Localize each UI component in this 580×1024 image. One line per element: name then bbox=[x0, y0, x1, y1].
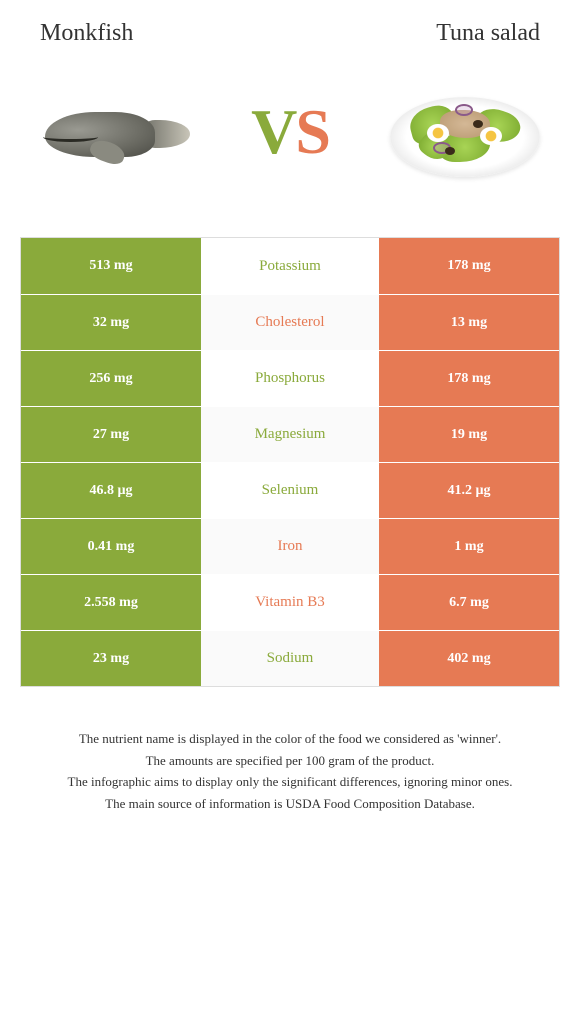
nutrient-name: Phosphorus bbox=[201, 351, 379, 406]
left-value: 513 mg bbox=[21, 238, 201, 294]
footer-line-1: The nutrient name is displayed in the co… bbox=[20, 729, 560, 749]
left-value: 32 mg bbox=[21, 295, 201, 350]
footer-line-2: The amounts are specified per 100 gram o… bbox=[20, 751, 560, 771]
left-value: 27 mg bbox=[21, 407, 201, 462]
nutrient-name: Iron bbox=[201, 519, 379, 574]
left-value: 2.558 mg bbox=[21, 575, 201, 630]
nutrient-row: 256 mgPhosphorus178 mg bbox=[21, 350, 559, 406]
footer-line-3: The infographic aims to display only the… bbox=[20, 772, 560, 792]
hero-row: VS bbox=[0, 67, 580, 237]
nutrient-table: 513 mgPotassium178 mg32 mgCholesterol13 … bbox=[20, 237, 560, 687]
nutrient-row: 32 mgCholesterol13 mg bbox=[21, 294, 559, 350]
left-value: 0.41 mg bbox=[21, 519, 201, 574]
left-value: 256 mg bbox=[21, 351, 201, 406]
tuna-salad-image bbox=[380, 67, 550, 197]
vs-s: S bbox=[295, 96, 329, 167]
nutrient-name: Selenium bbox=[201, 463, 379, 518]
left-value: 23 mg bbox=[21, 631, 201, 686]
right-value: 6.7 mg bbox=[379, 575, 559, 630]
left-food-title: Monkfish bbox=[40, 20, 133, 47]
nutrient-row: 513 mgPotassium178 mg bbox=[21, 238, 559, 294]
nutrient-row: 23 mgSodium402 mg bbox=[21, 630, 559, 686]
nutrient-name: Cholesterol bbox=[201, 295, 379, 350]
nutrient-row: 46.8 µgSelenium41.2 µg bbox=[21, 462, 559, 518]
right-value: 178 mg bbox=[379, 238, 559, 294]
right-value: 178 mg bbox=[379, 351, 559, 406]
vs-v: V bbox=[251, 96, 295, 167]
right-value: 19 mg bbox=[379, 407, 559, 462]
footer-notes: The nutrient name is displayed in the co… bbox=[0, 687, 580, 835]
nutrient-row: 2.558 mgVitamin B36.7 mg bbox=[21, 574, 559, 630]
nutrient-row: 27 mgMagnesium19 mg bbox=[21, 406, 559, 462]
right-value: 13 mg bbox=[379, 295, 559, 350]
nutrient-name: Potassium bbox=[201, 238, 379, 294]
header: Monkfish Tuna salad bbox=[0, 10, 580, 67]
right-food-title: Tuna salad bbox=[436, 20, 540, 47]
nutrient-name: Magnesium bbox=[201, 407, 379, 462]
nutrient-name: Sodium bbox=[201, 631, 379, 686]
right-value: 1 mg bbox=[379, 519, 559, 574]
right-value: 402 mg bbox=[379, 631, 559, 686]
nutrient-name: Vitamin B3 bbox=[201, 575, 379, 630]
left-value: 46.8 µg bbox=[21, 463, 201, 518]
monkfish-image bbox=[30, 67, 200, 197]
vs-label: VS bbox=[251, 95, 329, 169]
footer-line-4: The main source of information is USDA F… bbox=[20, 794, 560, 814]
nutrient-row: 0.41 mgIron1 mg bbox=[21, 518, 559, 574]
right-value: 41.2 µg bbox=[379, 463, 559, 518]
